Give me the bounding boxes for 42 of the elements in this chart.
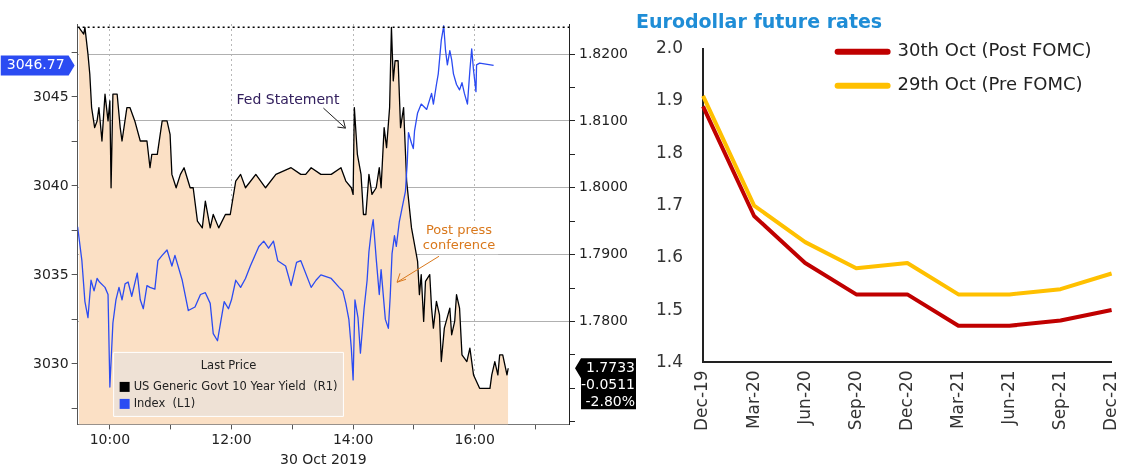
chart-title: Eurodollar future rates: [636, 10, 883, 33]
x-tick-label: Sep-20: [844, 370, 865, 431]
y-tick-label: 3030: [32, 354, 69, 371]
y-tick-label: 3045: [32, 87, 69, 104]
y-tick-label: 1.8: [655, 141, 684, 162]
y-tick-label: 1.4: [655, 350, 684, 371]
legend-label: 29th Oct (Pre FOMC): [897, 73, 1083, 95]
y2-tick-label: 1.7900: [579, 245, 629, 262]
y-tick-label: 1.6: [655, 246, 684, 267]
text: 3046.77: [6, 56, 65, 73]
y2-tick-label: 1.7800: [579, 312, 629, 329]
annotation: Fed Statement: [236, 90, 340, 107]
y2-tick-label: 1.8000: [579, 178, 629, 195]
x-tick-label: 16:00: [454, 431, 495, 448]
y-tick-label: 3040: [32, 176, 69, 193]
x-tick-label: Jun-21: [997, 370, 1018, 426]
x-tick-label: Jun-20: [793, 370, 814, 426]
x-axis-title: 30 Oct 2019: [280, 451, 367, 468]
text: 1.7733: [586, 358, 636, 375]
text: -2.80%: [585, 392, 636, 409]
legend-title: Last Price: [200, 358, 257, 373]
legend-label: 30th Oct (Post FOMC): [897, 39, 1092, 61]
x-tick-label: 14:00: [332, 431, 374, 448]
legend-label: US Generic Govt 10 Year Yield (R1): [133, 378, 338, 393]
x-tick-label: Dec-21: [1100, 370, 1121, 432]
annotation: Post press conference: [422, 221, 496, 252]
y-tick-label: 1.9: [655, 89, 684, 110]
y-tick-label: 1.5: [655, 298, 684, 319]
y-tick-label: 3035: [32, 265, 69, 282]
x-tick-label: 12:00: [211, 431, 252, 448]
x-tick-label: 10:00: [89, 431, 131, 448]
x-tick-label: Dec-20: [895, 370, 916, 432]
y-tick-label: 2.0: [655, 37, 684, 58]
text: -0.0511: [580, 375, 636, 392]
y-tick-label: 1.7: [655, 193, 684, 214]
y2-tick-label: 1.8200: [579, 44, 629, 61]
legend-label: Index (L1): [133, 395, 196, 410]
x-tick-label: Mar-21: [946, 370, 967, 430]
x-tick-label: Sep-21: [1048, 370, 1069, 431]
x-tick-label: Mar-20: [742, 370, 763, 430]
y2-tick-label: 1.8100: [579, 111, 629, 128]
x-tick-label: Dec-19: [691, 370, 712, 432]
